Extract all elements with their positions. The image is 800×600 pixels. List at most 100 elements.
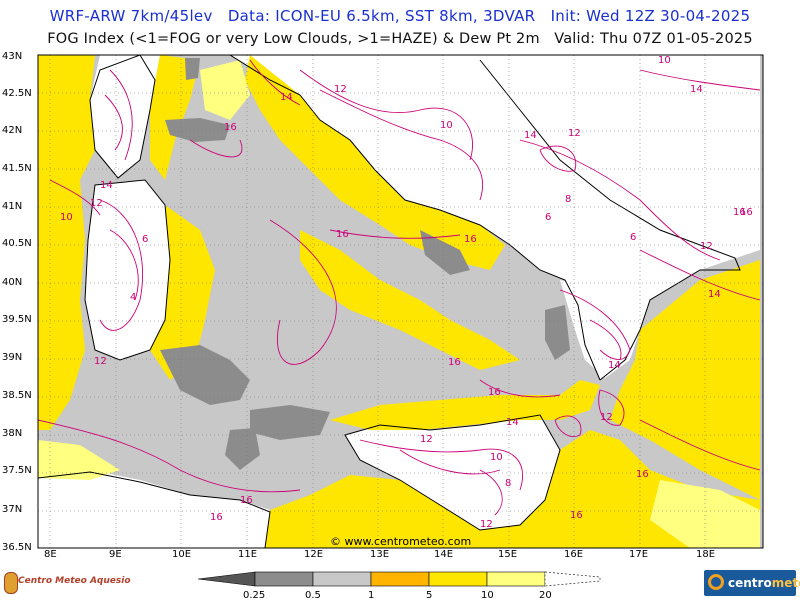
coastline-sardinia: [84, 179, 171, 361]
latitude-labels: 43N 42.5N 42N 41.5N 41N 40.5N 40N 39.5N …: [2, 51, 32, 553]
lon-label: 17E: [629, 549, 648, 560]
lat-label: 40N: [2, 277, 22, 288]
legend-swatch: [254, 571, 314, 587]
contour-label: 4: [130, 292, 136, 303]
lon-label: 11E: [238, 549, 257, 560]
lat-label: 41N: [2, 201, 22, 212]
contour-label: 16: [636, 469, 649, 480]
lat-label: 38N: [2, 428, 22, 439]
contour-line: [399, 449, 501, 475]
contour-label: 12: [480, 519, 493, 530]
logo-mark-icon: [4, 572, 18, 594]
light-haze-patch-2: [650, 480, 760, 548]
contour-line: [99, 199, 144, 331]
fog-patch-3: [250, 405, 330, 440]
coastline-africa: [38, 471, 271, 548]
logo-ring-icon: [708, 574, 724, 590]
logo-text-suffix: meteo: [771, 576, 800, 590]
legend-label: 0.25: [243, 590, 265, 600]
legend-label: 20: [539, 590, 552, 600]
legend-colorbar: 0.25 0.5 1 5 10 20: [197, 571, 601, 600]
fog-patch-6: [545, 305, 570, 360]
contour-line: [539, 145, 577, 172]
contour-line: [49, 179, 101, 216]
lat-label: 36.5N: [2, 542, 32, 553]
contour-label: 10: [658, 55, 671, 66]
lon-label: 12E: [304, 549, 323, 560]
fog-patch-5: [420, 230, 470, 275]
haze-band-corsica-east: [150, 55, 200, 180]
contour-line: [479, 379, 561, 398]
contour-line: [109, 229, 139, 301]
lon-label: 14E: [434, 549, 453, 560]
contour-label: 8: [505, 478, 511, 489]
lon-label: 8E: [44, 549, 57, 560]
legend-label: 1: [368, 590, 374, 600]
logo-text: Centro Meteo Aquesio: [18, 576, 131, 586]
contour-label: 14: [506, 417, 519, 428]
lat-label: 38.5N: [2, 390, 32, 401]
contour-label: 8: [565, 194, 571, 205]
contour-labels: 16 16 14 12 10 16 16 14 14 12 12 14 10 1…: [60, 55, 753, 530]
coastline-italy-tyrrhenian: [229, 55, 601, 381]
contour-label: 16: [240, 495, 253, 506]
lat-label: 43N: [2, 51, 22, 62]
contour-label: 14: [690, 84, 703, 95]
contour-label: 6: [545, 212, 551, 223]
haze-band-central: [300, 230, 520, 370]
lat-label: 39N: [2, 352, 22, 363]
legend-swatch-highest: [544, 571, 601, 587]
contour-line: [38, 419, 301, 493]
contour-line: [104, 94, 123, 151]
contour-label: 14: [280, 92, 293, 103]
haze-band-sicily-north: [330, 380, 600, 430]
logo-centro-meteo-aquesio: Centro Meteo Aquesio: [2, 568, 131, 596]
contour-line: [639, 249, 761, 301]
contour-line: [359, 439, 524, 491]
lat-label: 37N: [2, 504, 22, 515]
contour-label: 12: [700, 241, 713, 252]
lat-label: 40.5N: [2, 238, 32, 249]
contour-line: [329, 229, 461, 239]
contour-label: 14: [608, 360, 621, 371]
coastlines: [38, 55, 741, 548]
lat-label: 42N: [2, 125, 22, 136]
contour-line: [479, 469, 503, 516]
haze-band-ionian: [610, 260, 760, 500]
legend-label: 0.5: [305, 590, 321, 600]
land-area-calabria: [560, 280, 640, 378]
contour-line: [554, 415, 582, 437]
contour-line: [639, 419, 761, 471]
legend-label: 5: [426, 590, 432, 600]
contour-label: 12: [420, 434, 433, 445]
chart-subtitle: FOG Index (<1=FOG or very Low Clouds, >1…: [47, 31, 753, 47]
haze-band-south: [265, 430, 760, 548]
lat-label: 42.5N: [2, 88, 32, 99]
haze-band-tyrrhenian: [245, 55, 505, 270]
legend-swatch: [486, 571, 546, 587]
map-field: 16 16 14 12 10 16 16 14 14 12 12 14 10 1…: [38, 55, 763, 548]
lat-label: 39.5N: [2, 314, 32, 325]
land-area-sicily: [345, 415, 560, 530]
land-area-italy: [230, 55, 760, 380]
credit-text: © www.centrometeo.com: [330, 535, 471, 548]
contour-label: 12: [334, 84, 347, 95]
contour-label: 16: [448, 357, 461, 368]
logo-centrometeo: centrometeo: [704, 570, 800, 596]
lat-label: 37.5N: [2, 465, 32, 476]
contour-label: 10: [60, 212, 73, 223]
lon-label: 10E: [172, 549, 191, 560]
contour-label: 12: [90, 198, 103, 209]
contour-label: 16: [733, 207, 746, 218]
lat-label: 41.5N: [2, 163, 32, 174]
fog-patch-2: [160, 345, 250, 405]
land-area-sardinia: [85, 180, 170, 360]
contour-line: [109, 69, 133, 161]
contour-label: 16: [570, 510, 583, 521]
contour-label: 14: [100, 180, 113, 191]
land-area-africa: [38, 470, 270, 548]
contour-label: 14: [708, 289, 721, 300]
contour-line: [639, 69, 761, 91]
logo-text: centrometeo: [728, 576, 800, 590]
